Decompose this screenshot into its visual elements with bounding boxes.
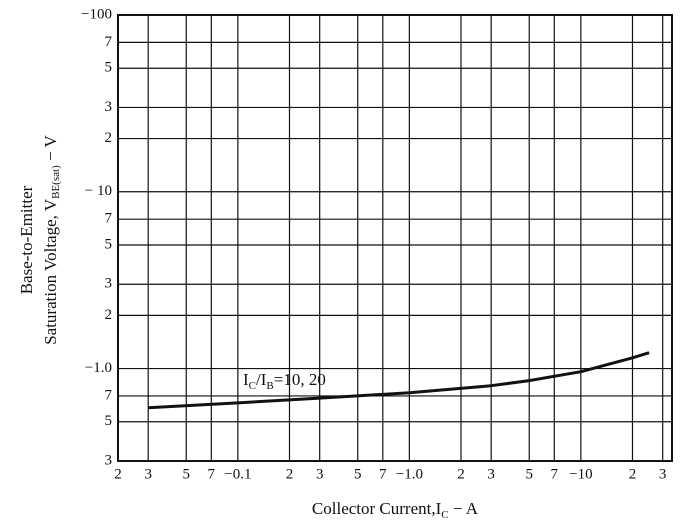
y-tick-label: −100 xyxy=(81,6,112,22)
x-tick-label: 2 xyxy=(457,466,465,482)
x-label-part: Collector Current,I xyxy=(312,499,442,518)
x-label-part: − A xyxy=(449,499,479,518)
y-label-sub: BE(sat) xyxy=(50,165,62,199)
x-tick-label: 2 xyxy=(286,466,294,482)
y-tick-label: 2 xyxy=(105,130,113,146)
x-tick-label: 5 xyxy=(182,466,190,482)
y-axis-label: Saturation Voltage, VBE(sat) − V xyxy=(41,134,62,344)
x-label-sub: C xyxy=(441,509,448,521)
x-tick-label: 3 xyxy=(144,466,152,482)
y-tick-label: 2 xyxy=(105,307,113,323)
x-tick-label: 3 xyxy=(316,466,324,482)
y-tick-label: 7 xyxy=(105,211,113,227)
y-tick-label: 7 xyxy=(105,387,113,403)
x-tick-label: −1.0 xyxy=(396,466,423,482)
x-tick-label: 2 xyxy=(629,466,637,482)
x-tick-label: 7 xyxy=(551,466,559,482)
x-tick-label: 5 xyxy=(525,466,533,482)
x-tick-label: −10 xyxy=(569,466,592,482)
annotation-part: I xyxy=(243,370,249,389)
y-tick-label: − 10 xyxy=(85,183,112,199)
annotation-sub: B xyxy=(266,380,273,392)
y-axis-label: Base-to-Emitter xyxy=(17,185,36,294)
y-label-part: Saturation Voltage, V xyxy=(41,198,60,345)
x-axis-label: Collector Current,IC − A xyxy=(312,499,479,521)
y-label-part: Base-to-Emitter xyxy=(17,185,36,294)
y-tick-label: 3 xyxy=(105,452,113,468)
x-tick-label: −0.1 xyxy=(224,466,251,482)
y-tick-label: 5 xyxy=(105,236,113,252)
y-tick-label: 7 xyxy=(105,34,113,50)
annotation-part: =10, 20 xyxy=(274,370,326,389)
annotation-sub: C xyxy=(249,380,256,392)
x-tick-label: 2 xyxy=(114,466,122,482)
x-tick-label: 7 xyxy=(379,466,387,482)
y-tick-label: −1.0 xyxy=(85,360,112,376)
x-tick-label: 5 xyxy=(354,466,362,482)
curve xyxy=(148,351,650,410)
annotation-part: /I xyxy=(256,370,267,389)
annotation: IC/IB=10, 20 xyxy=(243,370,326,392)
plot-frame xyxy=(117,14,673,462)
y-tick-label: 3 xyxy=(105,276,113,292)
y-tick-label: 5 xyxy=(105,413,113,429)
y-tick-label: 5 xyxy=(105,60,113,76)
y-label-part: − V xyxy=(41,134,60,165)
y-tick-label: 3 xyxy=(105,99,113,115)
x-tick-label: 3 xyxy=(659,466,667,482)
x-tick-label: 7 xyxy=(208,466,216,482)
x-tick-label: 3 xyxy=(487,466,495,482)
